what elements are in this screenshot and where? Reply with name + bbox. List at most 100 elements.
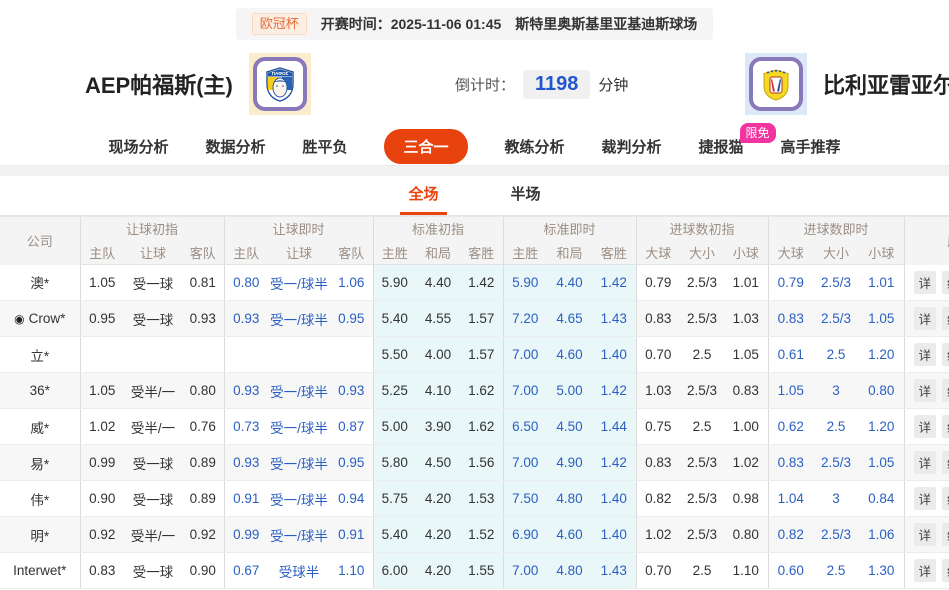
stats-button[interactable]: 统 (942, 451, 949, 474)
stats-button[interactable]: 统 (942, 343, 949, 366)
goals-initial-value: 1.02 (635, 516, 680, 553)
detail-button[interactable]: 详 (913, 415, 937, 438)
tab-three-in-one[interactable]: 三合一 (384, 129, 468, 164)
handicap-live-value: 0.95 (330, 444, 373, 481)
group-handicap-initial: 让球初指 (79, 216, 224, 241)
goals-live-value: 0.79 (767, 264, 814, 301)
goals-live-value: 0.61 (767, 336, 814, 373)
villarreal-crest-icon (763, 69, 789, 101)
handicap-live-value: 0.94 (330, 480, 373, 517)
company-name: 36* (0, 372, 80, 409)
actions-cell: 详统 (903, 264, 949, 301)
handicap-live-value (330, 336, 373, 373)
handicap-initial-value: 受半/一 (124, 516, 182, 553)
goals-live-value: 3 (813, 372, 860, 409)
standard-live-value: 1.40 (592, 336, 636, 373)
subtab-full-match[interactable]: 全场 (400, 183, 447, 215)
standard-initial-value: 1.42 (460, 264, 503, 301)
handicap-live-value: 1.10 (330, 552, 373, 589)
standard-initial-value: 1.55 (460, 552, 503, 589)
actions-cell: 详统 (903, 480, 949, 517)
stats-button[interactable]: 统 (942, 379, 949, 402)
goals-initial-value: 2.5 (680, 408, 724, 445)
subcol-home: 主队 (79, 240, 124, 265)
goals-live-value: 1.20 (859, 336, 905, 373)
away-team-logo (745, 53, 807, 115)
standard-live-value: 7.00 (502, 336, 547, 373)
handicap-live-value: 0.93 (330, 372, 373, 409)
handicap-live-value: 1.06 (330, 264, 373, 301)
subcol-away: 客队 (330, 240, 373, 265)
goals-live-value: 2.5/3 (813, 300, 860, 337)
handicap-live-value: 0.91 (223, 480, 268, 517)
standard-initial-value: 4.20 (416, 516, 460, 553)
standard-live-value: 5.00 (547, 372, 592, 409)
goals-live-value: 1.05 (859, 444, 905, 481)
standard-live-value: 4.80 (547, 480, 592, 517)
detail-button[interactable]: 详 (913, 343, 937, 366)
standard-initial-value: 6.00 (372, 552, 416, 589)
handicap-initial-value (79, 336, 124, 373)
standard-initial-value: 5.40 (372, 516, 416, 553)
table-row: ◉ Crow* 0.95 受一球 0.93 0.93 受一/球半 0.95 5.40 4.55 1.… (0, 300, 949, 337)
table-row: 明* 0.92 受半/一 0.92 0.99 受一/球半 0.91 5.40 4.20 1.52 6… (0, 516, 949, 553)
goals-initial-value: 1.02 (724, 444, 769, 481)
goals-initial-value: 1.00 (724, 408, 769, 445)
stats-button[interactable]: 统 (942, 487, 949, 510)
company-name: Interwet* (0, 552, 80, 589)
detail-button[interactable]: 详 (913, 379, 937, 402)
stats-button[interactable]: 统 (942, 307, 949, 330)
detail-button[interactable]: 详 (913, 270, 937, 294)
stats-button[interactable]: 统 (942, 270, 949, 294)
standard-initial-value: 1.52 (460, 516, 503, 553)
goals-live-value: 0.80 (859, 372, 905, 409)
standard-live-value: 4.65 (547, 300, 592, 337)
standard-live-value: 7.00 (502, 552, 547, 589)
kickoff-value: 2025-11-06 01:45 (390, 16, 502, 32)
section-divider (0, 166, 949, 176)
group-goals-live: 进球数即时 (767, 216, 905, 241)
detail-button[interactable]: 详 (913, 487, 937, 510)
standard-initial-value: 1.56 (460, 444, 503, 481)
stats-button[interactable]: 统 (942, 559, 949, 582)
detail-button[interactable]: 详 (913, 559, 937, 582)
table-row: Interwet* 0.83 受一球 0.90 0.67 受球半 1.10 6.00 4.20 1… (0, 552, 949, 589)
goals-live-value: 1.04 (767, 480, 814, 517)
tab-referee-analysis[interactable]: 裁判分析 (601, 139, 662, 156)
standard-live-value: 7.50 (502, 480, 547, 517)
tab-win-draw-lose[interactable]: 胜平负 (302, 139, 348, 156)
handicap-initial-value: 1.05 (79, 372, 124, 409)
handicap-live-value: 受一/球半 (268, 408, 330, 445)
detail-button[interactable]: 详 (913, 523, 937, 546)
handicap-initial-value: 受半/一 (124, 408, 182, 445)
goals-live-value: 1.05 (859, 300, 905, 337)
tab-data-analysis[interactable]: 数据分析 (205, 139, 266, 156)
standard-live-value: 4.80 (547, 552, 592, 589)
handicap-live-value: 0.99 (223, 516, 268, 553)
detail-button[interactable]: 详 (913, 307, 937, 330)
subtab-half-match[interactable]: 半场 (510, 186, 541, 203)
goals-live-value: 1.20 (859, 408, 905, 445)
pafos-crest-icon: ΠΑΦΟΣ (266, 67, 294, 102)
goals-live-value: 2.5 (813, 552, 860, 589)
tab-expert-picks[interactable]: 高手推荐 (780, 139, 841, 156)
tab-live-analysis[interactable]: 现场分析 (108, 139, 169, 156)
tab-coach-analysis[interactable]: 教练分析 (504, 139, 565, 156)
goals-initial-value: 0.70 (635, 336, 680, 373)
table-row: 威* 1.02 受半/一 0.76 0.73 受一/球半 0.87 5.00 3.90 1.62 6… (0, 408, 949, 445)
stats-button[interactable]: 统 (942, 415, 949, 438)
standard-initial-value: 4.40 (416, 264, 460, 301)
handicap-live-value: 受一/球半 (268, 444, 330, 481)
standard-initial-value: 4.55 (416, 300, 460, 337)
handicap-live-value: 0.93 (223, 300, 268, 337)
goals-initial-value: 0.83 (635, 300, 680, 337)
goals-live-value: 2.5 (813, 336, 860, 373)
tab-jiebao-cat[interactable]: 捷报猫 限免 (699, 123, 776, 157)
handicap-initial-value: 0.90 (79, 480, 124, 517)
standard-live-value: 6.50 (502, 408, 547, 445)
league-badge[interactable]: 欧冠杯 (251, 13, 307, 35)
subcol-home: 主队 (223, 240, 268, 265)
detail-button[interactable]: 详 (913, 451, 937, 474)
company-name: 威* (0, 408, 80, 445)
stats-button[interactable]: 统 (942, 523, 949, 546)
